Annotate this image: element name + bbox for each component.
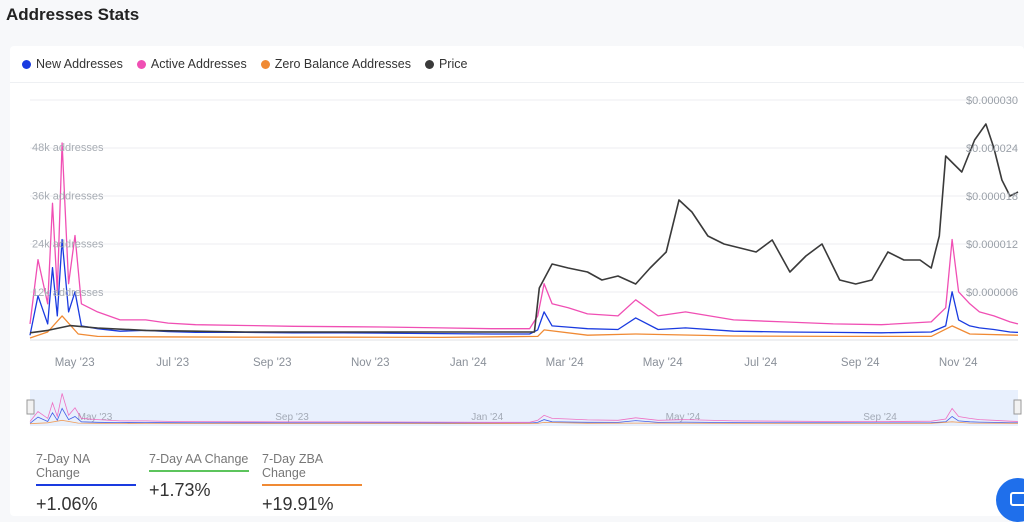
legend-dot-icon — [22, 59, 31, 69]
y-left-tick-label: 36k addresses — [32, 190, 104, 202]
legend-dot-icon — [260, 59, 270, 69]
x-tick-label: Nov '23 — [351, 357, 390, 369]
chart-card — [10, 46, 1024, 516]
legend-dot-icon — [136, 59, 146, 69]
x-tick-label: Jan '24 — [450, 357, 487, 369]
range-navigator[interactable]: May '23 Sep '23 Jan '24 May '24 Sep '24 — [26, 390, 1022, 426]
stat-label: 7-Day NA Change — [36, 452, 90, 480]
x-tick-label: May '23 — [55, 357, 95, 369]
y-right-tick-label: $0.000030 — [966, 95, 1018, 107]
x-tick-label: Nov '24 — [939, 357, 978, 369]
stat-underline — [149, 470, 249, 472]
y-right-tick-label: $0.000006 — [966, 287, 1018, 299]
stat-label: 7-Day AA Change — [149, 452, 249, 466]
y-left-tick-label: 24k addresses — [32, 239, 104, 251]
legend: New Addresses Active Addresses Zero Bala… — [22, 57, 467, 71]
stat-value: +1.73% — [149, 480, 211, 500]
addresses-chart: May '23 Sep '23 Jan '24 May '24 Sep '24 $0.0… — [26, 95, 1022, 426]
legend-divider — [10, 82, 1024, 83]
stat-underline — [36, 484, 136, 486]
page-title: Addresses Stats — [6, 5, 140, 24]
x-tick-label: Jul '23 — [156, 357, 189, 369]
navigator-handle-right — [1013, 399, 1022, 415]
navigator-series-line — [29, 393, 1019, 423]
navigator-handle-left — [26, 399, 35, 415]
y-right-tick-label: $0.000012 — [966, 239, 1018, 251]
legend-label: Price — [438, 57, 468, 71]
stat-underline — [262, 484, 362, 486]
x-tick-label: Sep '24 — [841, 357, 880, 369]
navigator-tick-label: Jan '24 — [471, 412, 503, 423]
stat-zba-change: 7-Day ZBA Change +19.91% — [262, 452, 362, 515]
legend-label: Active Addresses — [150, 57, 247, 71]
series-line-price — [29, 123, 1019, 334]
grid-lines — [30, 99, 1018, 341]
legend-dot-icon — [424, 59, 434, 69]
stat-label: 7-Day ZBA Change — [262, 452, 323, 480]
navigator-background — [30, 390, 1018, 426]
stat-value: +1.06% — [36, 494, 98, 514]
stat-aa-change: 7-Day AA Change +1.73% — [149, 452, 249, 515]
y-left-tick-label: 48k addresses — [32, 142, 104, 154]
navigator-tick-label: May '24 — [666, 412, 701, 423]
x-tick-label: Jul '24 — [744, 357, 777, 369]
y-left-tick-label: 12k addresses — [32, 287, 104, 299]
legend-item-price[interactable]: Price — [424, 57, 468, 71]
navigator-tick-label: May '23 — [78, 412, 113, 423]
stats-row: 7-Day NA Change +1.06% 7-Day AA Change +… — [36, 452, 362, 515]
legend-item-zero-balance-addresses[interactable]: Zero Balance Addresses — [260, 57, 411, 71]
series-lines — [29, 123, 1019, 339]
series-line-new-addresses — [29, 238, 1019, 336]
legend-label: Zero Balance Addresses — [274, 57, 411, 71]
x-tick-label: Sep '23 — [253, 357, 292, 369]
navigator-series-line — [29, 419, 1019, 425]
navigator-tick-label: Sep '23 — [275, 412, 309, 423]
navigator-tick-label: Sep '24 — [863, 412, 897, 423]
chat-icon — [1010, 492, 1024, 506]
legend-item-active-addresses[interactable]: Active Addresses — [136, 57, 247, 71]
x-tick-label: May '24 — [643, 357, 684, 369]
y-right-tick-label: $0.000024 — [966, 143, 1018, 155]
y-right-tick-label: $0.000018 — [966, 191, 1018, 203]
series-line-zero-balance-addresses — [29, 315, 1019, 339]
stat-na-change: 7-Day NA Change +1.06% — [36, 452, 136, 515]
legend-item-new-addresses[interactable]: New Addresses — [22, 57, 123, 71]
x-tick-label: Mar '24 — [546, 357, 585, 369]
navigator-series-line — [29, 407, 1018, 424]
legend-label: New Addresses — [36, 57, 123, 71]
axis-labels: $0.000006 $0.000012 $0.000018 $0.000024 $0.0… — [32, 95, 1018, 369]
series-line-active-addresses — [29, 142, 1019, 330]
stat-value: +19.91% — [262, 494, 334, 514]
